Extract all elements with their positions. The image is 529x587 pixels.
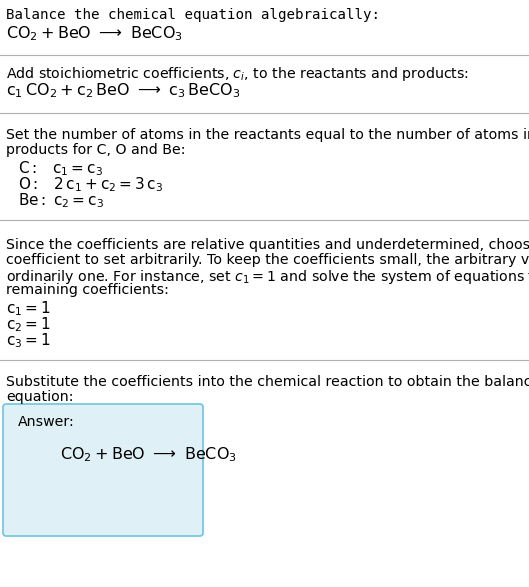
Text: Answer:: Answer: xyxy=(18,415,75,429)
Text: remaining coefficients:: remaining coefficients: xyxy=(6,283,169,297)
Text: Since the coefficients are relative quantities and underdetermined, choose a: Since the coefficients are relative quan… xyxy=(6,238,529,252)
Text: coefficient to set arbitrarily. To keep the coefficients small, the arbitrary va: coefficient to set arbitrarily. To keep … xyxy=(6,253,529,267)
Text: products for C, O and Be:: products for C, O and Be: xyxy=(6,143,186,157)
Text: $\mathrm{c_2 = 1}$: $\mathrm{c_2 = 1}$ xyxy=(6,315,51,333)
Text: $\mathrm{O:\!\quad 2\,c_1 + c_2 = 3\,c_3}$: $\mathrm{O:\!\quad 2\,c_1 + c_2 = 3\,c_3… xyxy=(18,175,163,194)
Text: Substitute the coefficients into the chemical reaction to obtain the balanced: Substitute the coefficients into the che… xyxy=(6,375,529,389)
FancyBboxPatch shape xyxy=(3,404,203,536)
Text: $\mathrm{c_1 = 1}$: $\mathrm{c_1 = 1}$ xyxy=(6,299,51,318)
Text: $\mathrm{C:\!\quad c_1 = c_3}$: $\mathrm{C:\!\quad c_1 = c_3}$ xyxy=(18,159,103,178)
Text: Add stoichiometric coefficients, $c_i$, to the reactants and products:: Add stoichiometric coefficients, $c_i$, … xyxy=(6,65,469,83)
Text: Balance the chemical equation algebraically:: Balance the chemical equation algebraica… xyxy=(6,8,380,22)
Text: $\mathrm{c_1\,CO_2 + c_2\,BeO\ \longrightarrow\ c_3\,BeCO_3}$: $\mathrm{c_1\,CO_2 + c_2\,BeO\ \longrigh… xyxy=(6,81,240,100)
Text: Set the number of atoms in the reactants equal to the number of atoms in the: Set the number of atoms in the reactants… xyxy=(6,128,529,142)
Text: $\mathrm{CO_2 + BeO\ \longrightarrow\ BeCO_3}$: $\mathrm{CO_2 + BeO\ \longrightarrow\ Be… xyxy=(6,24,183,43)
Text: $\mathrm{CO_2 + BeO\ \longrightarrow\ BeCO_3}$: $\mathrm{CO_2 + BeO\ \longrightarrow\ Be… xyxy=(60,445,237,464)
Text: $\mathrm{Be:\; c_2 = c_3}$: $\mathrm{Be:\; c_2 = c_3}$ xyxy=(18,191,104,210)
Text: ordinarily one. For instance, set $c_1 = 1$ and solve the system of equations fo: ordinarily one. For instance, set $c_1 =… xyxy=(6,268,529,286)
Text: equation:: equation: xyxy=(6,390,74,404)
Text: $\mathrm{c_3 = 1}$: $\mathrm{c_3 = 1}$ xyxy=(6,331,51,350)
